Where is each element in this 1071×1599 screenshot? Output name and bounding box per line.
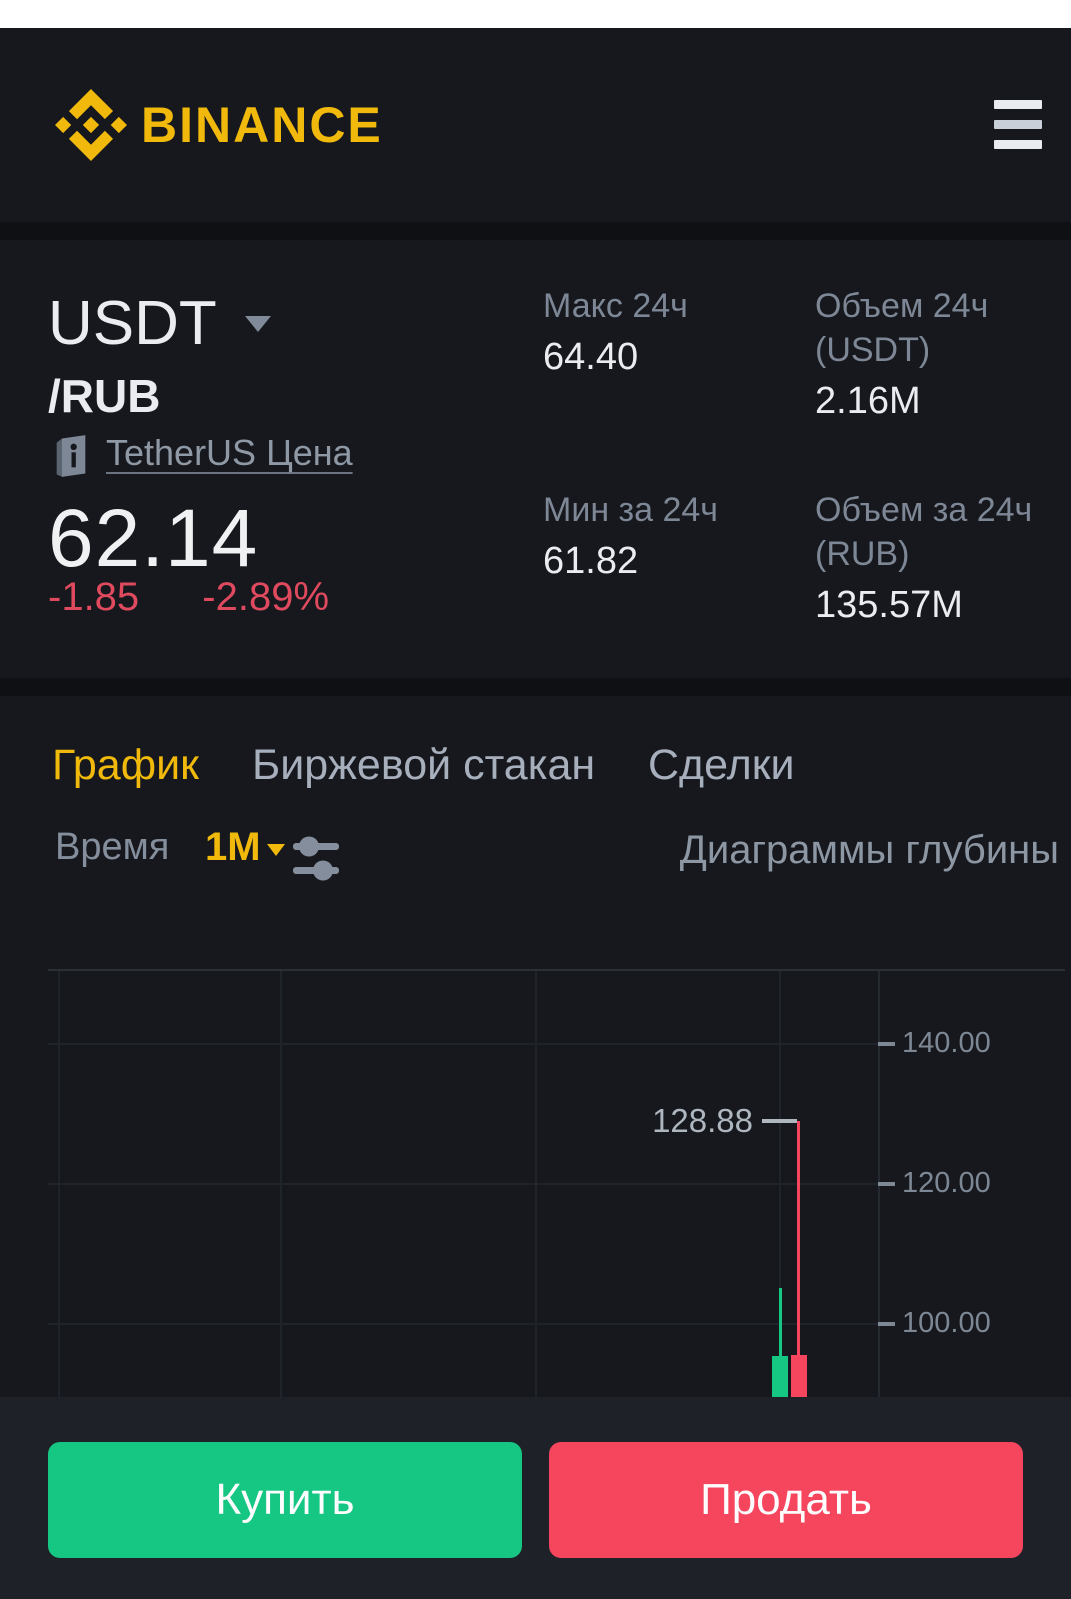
section-divider — [0, 678, 1071, 696]
price-change-row: -1.85 -2.89% — [48, 574, 329, 620]
price-chart[interactable]: 140.00 120.00 100.00 128.88 — [0, 969, 1071, 1397]
chevron-down-icon — [244, 316, 271, 332]
axis-tick — [878, 1322, 895, 1326]
tab-order-book[interactable]: Биржевой стакан — [252, 741, 596, 789]
candle-body — [791, 1354, 807, 1397]
stat-volume-24h-quote: Объем за 24ч (RUB) 135.57M — [815, 488, 1071, 628]
gridline-horizontal — [48, 1043, 878, 1045]
action-bar: Купить Продать — [0, 1397, 1071, 1599]
token-info-link[interactable]: TetherUS Цена — [52, 432, 353, 478]
stat-value: 135.57M — [815, 584, 963, 626]
price-change-percent: -2.89% — [202, 575, 330, 619]
chart-settings-button[interactable] — [292, 834, 340, 884]
binance-logo[interactable]: BINANCE — [55, 86, 383, 164]
stat-value: 2.16M — [815, 380, 921, 422]
section-divider — [0, 222, 1071, 240]
axis-tick — [878, 1042, 895, 1046]
hamburger-bar — [994, 140, 1042, 149]
tab-chart[interactable]: График — [52, 741, 199, 789]
info-book-icon — [56, 435, 86, 477]
stat-label-unit: (USDT) — [815, 331, 931, 369]
stat-low-24h: Мин за 24ч 61.82 — [543, 488, 803, 584]
stat-label: Макс 24ч — [543, 287, 688, 325]
stat-value: 61.82 — [543, 540, 639, 582]
last-price: 62.14 — [48, 493, 259, 584]
time-label: Время — [55, 826, 170, 868]
depth-chart-toggle[interactable]: Диаграммы глубины — [679, 828, 1059, 872]
pair-base: USDT — [48, 289, 217, 358]
app-header: BINANCE — [0, 28, 1071, 222]
stat-high-24h: Макс 24ч 64.40 — [543, 284, 803, 380]
stat-volume-24h-base: Объем 24ч (USDT) 2.16M — [815, 284, 1071, 424]
token-info-label: TetherUS Цена — [106, 432, 353, 473]
price-change: -1.85 — [48, 575, 140, 619]
axis-label: 140.00 — [902, 1027, 991, 1059]
interval-dropdown[interactable]: 1M — [205, 824, 285, 870]
candle-body — [772, 1355, 788, 1397]
sell-button[interactable]: Продать — [549, 1442, 1023, 1558]
axis-label: 100.00 — [902, 1307, 991, 1339]
menu-button[interactable] — [994, 100, 1044, 180]
gridline-horizontal — [48, 1323, 878, 1325]
stat-label: Мин за 24ч — [543, 491, 719, 529]
status-bar — [0, 0, 1071, 28]
stat-value: 64.40 — [543, 336, 639, 378]
chevron-down-icon — [266, 844, 285, 856]
stat-label-unit: (RUB) — [815, 535, 910, 573]
axis-label: 120.00 — [902, 1167, 991, 1199]
stat-label: Объем 24ч — [815, 287, 989, 325]
pair-quote: /RUB — [48, 370, 161, 422]
hamburger-bar — [994, 100, 1042, 109]
price-annotation-dash — [762, 1118, 797, 1123]
hamburger-bar — [994, 120, 1042, 129]
stat-label: Объем за 24ч — [815, 491, 1033, 529]
candle-wick — [779, 1288, 782, 1397]
candle-wick — [797, 1120, 800, 1397]
brand-name: BINANCE — [141, 97, 383, 153]
gridline-horizontal — [48, 1183, 878, 1185]
binance-logo-icon — [55, 89, 127, 161]
chart-panel: График Биржевой стакан Сделки Время 1M Д… — [0, 696, 1071, 1397]
price-annotation-label: 128.88 — [652, 1101, 753, 1139]
sliders-icon — [293, 836, 339, 881]
axis-tick — [878, 1182, 895, 1186]
interval-value: 1M — [205, 825, 261, 869]
pair-selector[interactable]: USDT — [48, 290, 271, 358]
ticker-panel: USDT /RUB TetherUS Цена 62.14 -1.85 -2.8… — [0, 240, 1071, 678]
tab-trades[interactable]: Сделки — [648, 741, 795, 789]
chart-border-top — [48, 969, 1065, 971]
buy-button[interactable]: Купить — [48, 1442, 522, 1558]
